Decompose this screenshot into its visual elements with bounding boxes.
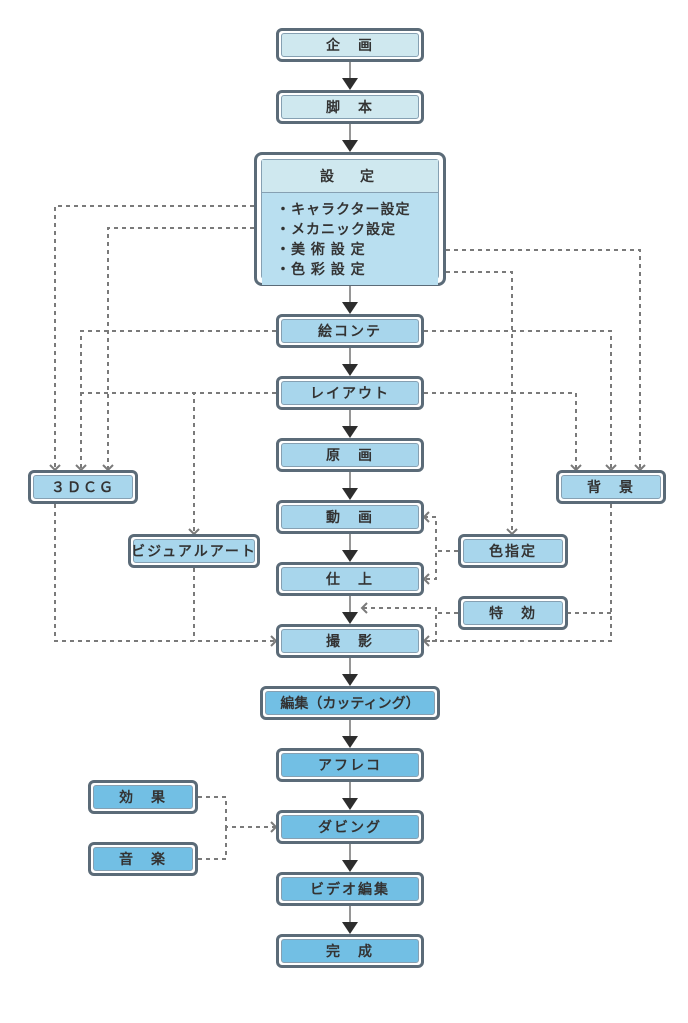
settei-item-2: ・美 術 設 定 bbox=[276, 239, 428, 259]
node-videohenshu-label: ビデオ編集 bbox=[281, 877, 419, 901]
node-afureko: アフレコ bbox=[276, 748, 424, 782]
node-dubbing-label: ダビング bbox=[281, 815, 419, 839]
arrowhead-kyakuhon-settei bbox=[342, 140, 358, 152]
connector-ongaku-to-dubbing bbox=[198, 827, 226, 859]
connector-cg3d-to-satsuei bbox=[55, 504, 276, 641]
connector-ekonte-to-haikei bbox=[424, 331, 611, 470]
arrowhead-settei-ekonte bbox=[342, 302, 358, 314]
arrowhead-dubbing-videohenshu bbox=[342, 860, 358, 872]
node-kyakuhon: 脚 本 bbox=[276, 90, 424, 124]
node-kouka-label: 効 果 bbox=[93, 785, 193, 809]
settei-header: 設 定 bbox=[262, 160, 438, 193]
connector-iroshitei-to-shiage bbox=[424, 551, 458, 579]
node-haikei-label: 背 景 bbox=[561, 475, 661, 499]
node-iroshitei-label: 色指定 bbox=[463, 539, 563, 563]
connector-iroshitei-to-shiage-arrow bbox=[424, 574, 429, 584]
node-genga: 原 画 bbox=[276, 438, 424, 472]
connector-iroshitei-to-douga bbox=[424, 517, 458, 551]
settei-item-0: ・キャラクター設定 bbox=[276, 199, 428, 219]
node-tokkou: 特 効 bbox=[458, 596, 568, 630]
node-layout: レイアウト bbox=[276, 376, 424, 410]
arrowhead-douga-shiage bbox=[342, 550, 358, 562]
node-visualart-label: ビジュアルアート bbox=[133, 539, 255, 563]
connector-iroshitei-to-douga-arrow bbox=[424, 512, 429, 522]
arrowhead-layout-genga bbox=[342, 426, 358, 438]
node-douga: 動 画 bbox=[276, 500, 424, 534]
node-kansei-label: 完 成 bbox=[281, 939, 419, 963]
settei-item-1: ・メカニック設定 bbox=[276, 219, 428, 239]
node-dubbing: ダビング bbox=[276, 810, 424, 844]
connector-kouka-to-dubbing bbox=[198, 797, 276, 827]
connector-tokkou-to-shiage-arrow-arrow bbox=[362, 603, 367, 613]
node-haikei: 背 景 bbox=[556, 470, 666, 504]
node-settei: 設 定・キャラクター設定・メカニック設定・美 術 設 定・色 彩 設 定 bbox=[254, 152, 446, 286]
node-tokkou-label: 特 効 bbox=[463, 601, 563, 625]
node-ongaku-label: 音 楽 bbox=[93, 847, 193, 871]
node-ekonte: 絵コンテ bbox=[276, 314, 424, 348]
node-henshu: 編集（カッティング） bbox=[260, 686, 440, 720]
node-henshu-label: 編集（カッティング） bbox=[265, 691, 435, 715]
connector-settei4-to-iroshitei bbox=[446, 272, 512, 534]
node-afureko-label: アフレコ bbox=[281, 753, 419, 777]
node-kansei: 完 成 bbox=[276, 934, 424, 968]
connector-layout-to-haikei bbox=[424, 393, 576, 470]
node-shiage: 仕 上 bbox=[276, 562, 424, 596]
arrowhead-afureko-dubbing bbox=[342, 798, 358, 810]
node-satsuei: 撮 影 bbox=[276, 624, 424, 658]
arrowhead-ekonte-layout bbox=[342, 364, 358, 376]
settei-item-3: ・色 彩 設 定 bbox=[276, 259, 428, 279]
arrowhead-kikaku-kyakuhon bbox=[342, 78, 358, 90]
arrowhead-satsuei-henshu bbox=[342, 674, 358, 686]
connector-ekonte-to-cg3d bbox=[81, 331, 276, 470]
node-genga-label: 原 画 bbox=[281, 443, 419, 467]
connector-settei3-to-haikei bbox=[446, 250, 640, 470]
node-cg3d: ３ＤＣＧ bbox=[28, 470, 138, 504]
node-kyakuhon-label: 脚 本 bbox=[281, 95, 419, 119]
connector-settei2-to-cg3d bbox=[108, 228, 254, 470]
node-cg3d-label: ３ＤＣＧ bbox=[33, 475, 133, 499]
node-visualart: ビジュアルアート bbox=[128, 534, 260, 568]
node-douga-label: 動 画 bbox=[281, 505, 419, 529]
arrowhead-shiage-satsuei bbox=[342, 612, 358, 624]
node-ongaku: 音 楽 bbox=[88, 842, 198, 876]
connector-tokkou-to-satsuei-arrow bbox=[424, 636, 429, 646]
arrowhead-henshu-afureko bbox=[342, 736, 358, 748]
node-satsuei-label: 撮 影 bbox=[281, 629, 419, 653]
arrowhead-videohenshu-kansei bbox=[342, 922, 358, 934]
connector-tokkou-to-satsuei bbox=[424, 613, 458, 641]
node-videohenshu: ビデオ編集 bbox=[276, 872, 424, 906]
node-layout-label: レイアウト bbox=[281, 381, 419, 405]
arrowhead-genga-douga bbox=[342, 488, 358, 500]
node-iroshitei: 色指定 bbox=[458, 534, 568, 568]
node-kikaku: 企 画 bbox=[276, 28, 424, 62]
node-kikaku-label: 企 画 bbox=[281, 33, 419, 57]
node-kouka: 効 果 bbox=[88, 780, 198, 814]
connector-layout-to-visualart bbox=[194, 393, 276, 534]
flowchart-canvas: 企 画脚 本絵コンテレイアウト原 画 ３ＤＣＧ 動 画 背 景ビジュアルアート 色指定仕… bbox=[0, 0, 688, 1023]
node-ekonte-label: 絵コンテ bbox=[281, 319, 419, 343]
node-shiage-label: 仕 上 bbox=[281, 567, 419, 591]
connector-settei1-to-cg3d bbox=[55, 206, 254, 470]
connector-tokkou-to-shiage-arrow bbox=[362, 608, 458, 613]
